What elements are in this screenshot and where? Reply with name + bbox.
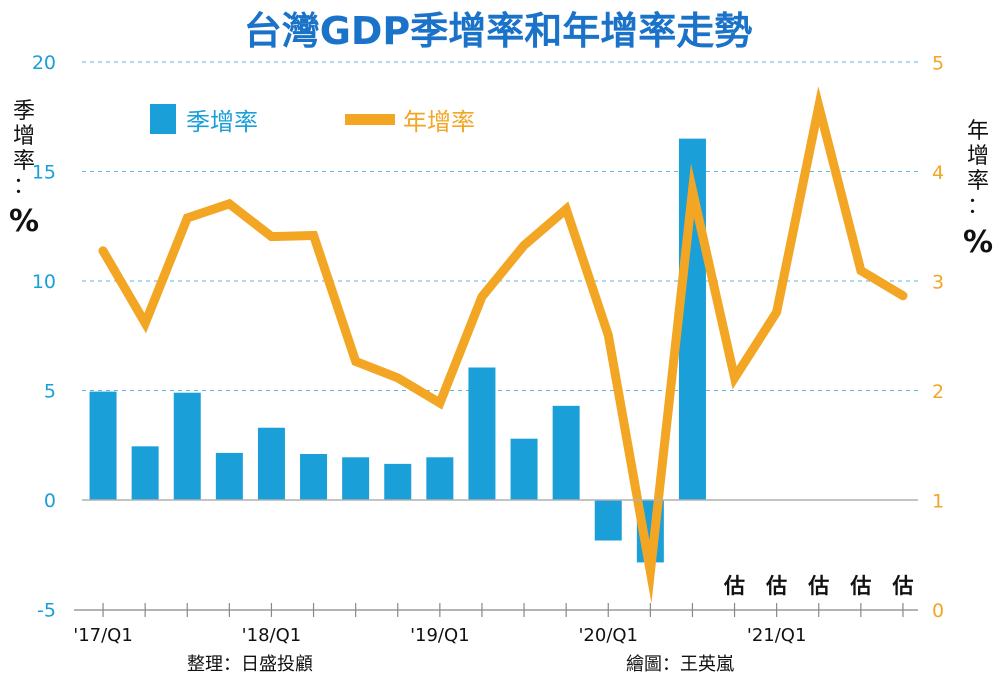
right-axis-label: 年 增 率 ： % — [963, 119, 993, 260]
legend-label-bar: 季增率 — [186, 108, 258, 136]
right-axis-label-char: ： — [967, 194, 989, 219]
legend: 季增率 年增率 — [150, 104, 475, 136]
bar — [300, 454, 328, 500]
right-axis-label-char: 增 — [967, 144, 989, 169]
chart-title: 台灣GDP季增率和年增率走勢 — [244, 9, 753, 53]
estimate-markers: 估估估估估 — [723, 574, 913, 598]
x-tick-label: '20/Q1 — [578, 625, 638, 646]
estimate-marker: 估 — [723, 574, 745, 598]
right-tick-label: 3 — [932, 272, 944, 294]
x-tick-label: '17/Q1 — [73, 625, 133, 646]
line-series — [98, 86, 908, 604]
left-tick-label: 10 — [32, 271, 56, 293]
bar — [468, 367, 496, 500]
artist-credit: 繪圖：王英嵐 — [626, 654, 734, 675]
left-axis-label: 季 增 率 ： % — [9, 99, 39, 239]
bar — [594, 500, 622, 541]
x-axis — [74, 499, 918, 617]
legend-swatch-line — [345, 114, 395, 125]
bar — [215, 452, 243, 500]
estimate-marker: 估 — [849, 574, 871, 598]
bar-series — [89, 138, 706, 563]
right-tick-label: 0 — [932, 600, 944, 622]
bar — [131, 446, 159, 500]
left-axis-label-char: ： — [13, 174, 35, 199]
right-axis-label-char: 年 — [967, 119, 989, 144]
estimate-marker: 估 — [891, 574, 913, 598]
x-tick-label: '21/Q1 — [747, 625, 807, 646]
left-tick-label: 20 — [32, 52, 56, 74]
left-axis-label-char: 率 — [13, 149, 35, 174]
left-tick-label: 5 — [44, 381, 56, 403]
left-tick-label: 0 — [44, 490, 56, 512]
right-tick-label: 2 — [932, 381, 944, 403]
x-tick-label: '19/Q1 — [410, 625, 470, 646]
left-tick-label: 15 — [32, 162, 56, 184]
right-tick-label: 1 — [932, 491, 944, 513]
x-tick-label: '18/Q1 — [242, 625, 302, 646]
left-axis-label-unit: % — [9, 204, 39, 239]
bar — [89, 391, 117, 500]
estimate-marker: 估 — [765, 574, 787, 598]
right-axis-label-unit: % — [963, 225, 993, 260]
bar — [510, 438, 538, 500]
legend-label-line: 年增率 — [403, 108, 475, 136]
left-axis-label-char: 增 — [13, 124, 35, 149]
left-tick-label: -5 — [37, 600, 56, 622]
right-axis-label-char: 率 — [967, 169, 989, 194]
left-axis-ticks: -5 0 5 10 15 20 — [32, 52, 56, 622]
legend-swatch-bar — [150, 104, 176, 134]
bar — [384, 463, 412, 500]
line-path — [98, 86, 908, 604]
source-credit: 整理：日盛投顧 — [187, 654, 313, 675]
bar — [426, 457, 454, 500]
estimate-marker: 估 — [807, 574, 829, 598]
bar — [257, 427, 285, 500]
right-axis-ticks: 0 1 2 3 4 5 — [932, 53, 944, 623]
right-tick-label: 4 — [932, 162, 944, 184]
left-axis-label-char: 季 — [13, 99, 35, 124]
bar — [173, 392, 201, 500]
right-tick-label: 5 — [932, 53, 944, 75]
bar — [342, 457, 370, 500]
x-axis-labels: '17/Q1 '18/Q1 '19/Q1 '20/Q1 '21/Q1 — [73, 625, 806, 646]
bar — [552, 405, 580, 500]
